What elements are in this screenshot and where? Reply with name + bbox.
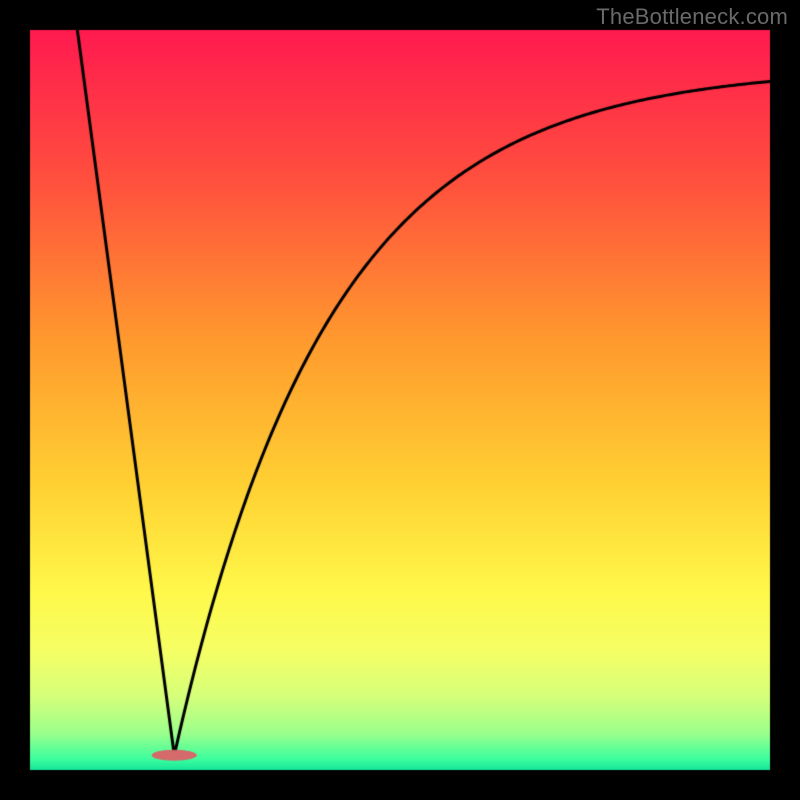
bottleneck-chart [0,0,800,800]
chart-container: TheBottleneck.com [0,0,800,800]
watermark-label: TheBottleneck.com [596,4,788,30]
